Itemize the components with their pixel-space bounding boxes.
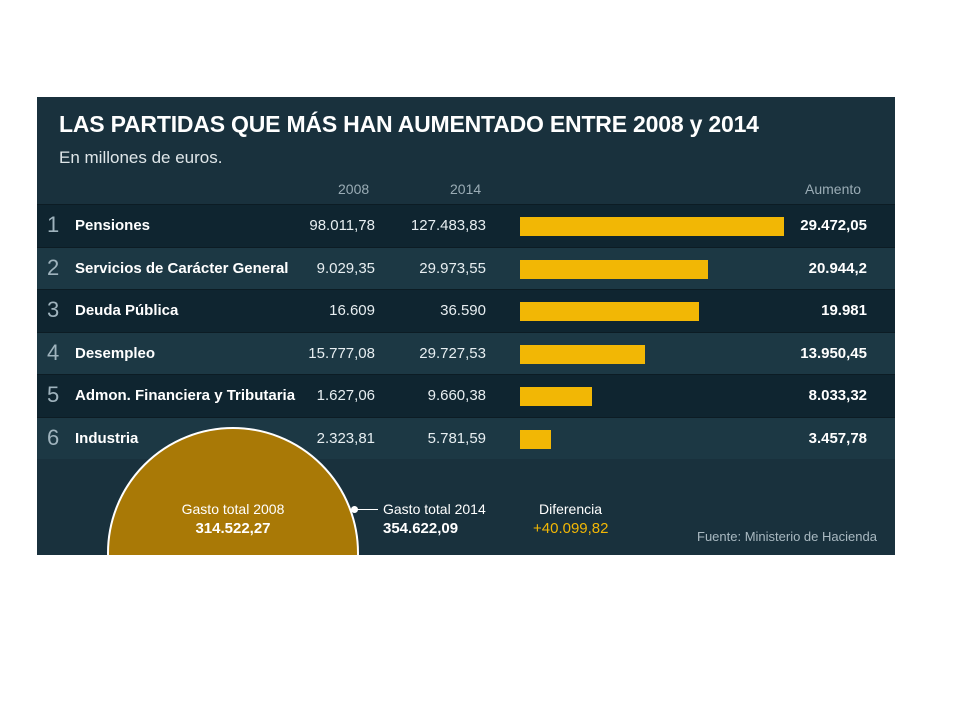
infographic-panel: LAS PARTIDAS QUE MÁS HAN AUMENTADO ENTRE… xyxy=(37,97,895,555)
row-value-2014: 29.727,53 xyxy=(419,344,486,362)
row-value-2014: 29.973,55 xyxy=(419,259,486,277)
total-2008-label: Gasto total 2008 xyxy=(181,501,285,517)
row-value-2014: 127.483,83 xyxy=(410,217,486,234)
total-2008-value: 314.522,27 xyxy=(195,520,271,537)
row-label: Servicios de Carácter General xyxy=(75,259,289,277)
row-value-2008: 15.777,08 xyxy=(308,344,375,362)
row-rank: 5 xyxy=(47,382,60,407)
increase-bar xyxy=(520,387,592,406)
total-2014-label: Gasto total 2014 xyxy=(383,501,486,517)
row-value-2008: 16.609 xyxy=(329,302,375,319)
total-connector-dot xyxy=(351,506,358,513)
difference-value: +40.099,82 xyxy=(533,520,609,537)
row-increase-label: 29.472,05 xyxy=(800,217,867,234)
table-row: 4 Desempleo 15.777,08 29.727,53 13.950,45 xyxy=(37,331,895,375)
chart-title: LAS PARTIDAS QUE MÁS HAN AUMENTADO ENTRE… xyxy=(59,111,759,137)
row-value-2008: 2.323,81 xyxy=(316,429,375,447)
row-increase-label: 3.457,78 xyxy=(808,429,867,447)
row-value-2014: 36.590 xyxy=(440,302,486,319)
row-rank: 4 xyxy=(47,339,60,365)
increase-bar xyxy=(520,302,699,321)
row-label: Admon. Financiera y Tributaria xyxy=(75,387,296,404)
row-label: Pensiones xyxy=(75,217,151,234)
source-note: Fuente: Ministerio de Hacienda xyxy=(697,529,877,544)
increase-bar xyxy=(520,429,551,449)
row-value-2014: 9.660,38 xyxy=(427,387,486,404)
row-rank: 6 xyxy=(47,424,60,450)
row-rank: 1 xyxy=(47,212,60,237)
total-connector-line xyxy=(354,509,378,510)
row-rank: 2 xyxy=(47,254,60,280)
column-header-2014: 2014 xyxy=(450,181,482,197)
increase-bar xyxy=(520,259,708,279)
column-header-2008: 2008 xyxy=(338,181,370,197)
total-2014-value: 354.622,09 xyxy=(383,520,459,537)
row-value-2008: 98.011,78 xyxy=(309,217,375,234)
row-increase-label: 8.033,32 xyxy=(808,387,867,404)
row-label: Industria xyxy=(75,429,139,447)
row-rank: 3 xyxy=(47,297,60,322)
table-row: 1 Pensiones 98.011,78 127.483,83 29.472,05 xyxy=(37,204,895,247)
increase-bar xyxy=(520,217,784,236)
row-label: Desempleo xyxy=(75,344,156,362)
column-header-increase: Aumento xyxy=(805,181,862,197)
table-row: 3 Deuda Pública 16.609 36.590 19.981 xyxy=(37,289,895,332)
row-increase-label: 13.950,45 xyxy=(800,344,867,362)
row-value-2008: 9.029,35 xyxy=(316,259,375,277)
chart-subtitle: En millones de euros. xyxy=(59,148,223,167)
table-row: 5 Admon. Financiera y Tributaria 1.627,06 9… xyxy=(37,374,895,417)
row-label: Deuda Pública xyxy=(75,302,179,319)
row-increase-label: 19.981 xyxy=(821,302,867,319)
row-value-2008: 1.627,06 xyxy=(316,387,375,404)
difference-label: Diferencia xyxy=(539,501,603,517)
table-row: 2 Servicios de Carácter General 9.029,35 29… xyxy=(37,246,895,290)
row-value-2014: 5.781,59 xyxy=(427,429,486,447)
row-increase-label: 20.944,2 xyxy=(808,259,867,277)
increase-bar xyxy=(520,344,645,364)
